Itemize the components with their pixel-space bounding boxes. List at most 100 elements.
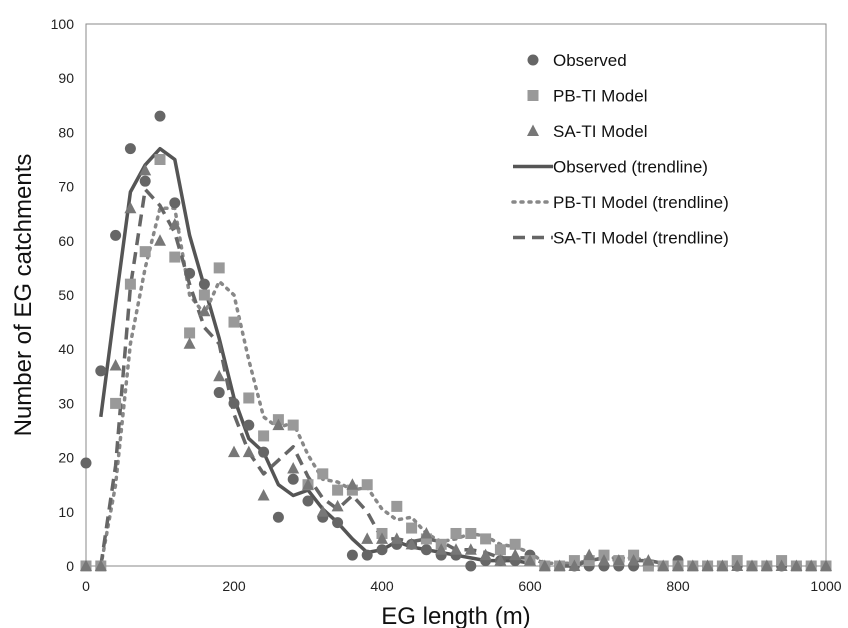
y-tick-label: 70 <box>58 179 74 195</box>
data-point-square <box>110 397 122 409</box>
data-point-triangle <box>361 532 374 544</box>
data-point-circle <box>420 544 432 556</box>
data-point-square <box>494 544 506 556</box>
data-point-triangle <box>509 548 522 561</box>
data-point-square <box>480 533 492 545</box>
y-tick-label: 90 <box>58 70 74 86</box>
data-point-triangle <box>94 559 107 571</box>
legend-label: PB-TI Model <box>553 87 647 106</box>
data-point-triangle <box>464 543 477 555</box>
y-tick-label: 60 <box>58 233 74 249</box>
data-point-triangle <box>701 559 714 571</box>
data-point-square <box>509 538 521 550</box>
data-point-triangle <box>775 559 788 571</box>
data-point-circle <box>287 473 299 485</box>
y-tick-label: 20 <box>58 450 74 466</box>
data-point-circle <box>332 517 344 529</box>
data-point-triangle <box>686 559 699 571</box>
legend-marker-square <box>527 90 539 101</box>
x-tick-label: 1000 <box>810 578 841 594</box>
data-point-triangle <box>287 461 300 474</box>
legend-label: SA-TI Model <box>553 122 647 141</box>
data-point-circle <box>198 278 210 290</box>
y-tick-label: 40 <box>58 341 74 357</box>
legend: Observed PB-TI Model SA-TI Model Observed (… <box>511 51 729 248</box>
data-point-triangle <box>524 554 536 566</box>
data-point-square <box>243 392 255 404</box>
y-axis-title: Number of EG catchments <box>10 154 37 437</box>
legend-label: Observed (trendline) <box>553 158 708 177</box>
data-point-circle <box>376 544 388 556</box>
data-point-triangle <box>213 369 226 382</box>
data-point-square <box>642 560 654 572</box>
data-point-triangle <box>479 548 492 561</box>
x-tick-label: 0 <box>82 578 90 594</box>
data-point-triangle <box>242 445 255 458</box>
data-point-square <box>346 484 358 496</box>
data-point-square <box>420 533 432 545</box>
data-point-circle <box>139 175 151 187</box>
data-point-square <box>228 316 240 328</box>
data-point-triangle <box>124 201 137 214</box>
data-point-square <box>391 500 403 512</box>
data-point-circle <box>80 457 92 469</box>
data-point-circle <box>361 549 373 561</box>
x-tick-label: 600 <box>518 578 542 594</box>
data-point-circle <box>154 110 166 122</box>
data-point-square <box>583 555 595 567</box>
data-point-square <box>287 419 299 431</box>
data-point-triangle <box>716 559 729 571</box>
x-tick-label: 400 <box>370 578 394 594</box>
data-point-triangle <box>568 559 581 571</box>
legend-label: SA-TI Model (trendline) <box>553 229 729 248</box>
data-point-triangle <box>376 532 388 544</box>
y-tick-label: 100 <box>51 16 75 32</box>
data-point-triangle <box>316 505 329 517</box>
data-point-square <box>124 278 136 290</box>
data-point-triangle <box>583 548 596 561</box>
data-point-triangle <box>820 559 832 571</box>
data-point-triangle <box>154 234 166 246</box>
x-axis-title: EG length (m) <box>381 603 530 628</box>
y-tick-label: 50 <box>58 287 74 303</box>
x-tick-label: 200 <box>222 578 246 594</box>
data-point-circle <box>258 446 270 458</box>
data-point-circle <box>184 267 196 279</box>
data-point-triangle <box>553 559 566 571</box>
data-point-triangle <box>183 337 196 349</box>
data-point-circle <box>110 229 122 241</box>
data-point-triangle <box>642 554 655 566</box>
data-point-triangle <box>538 559 551 571</box>
data-point-square <box>213 262 225 274</box>
legend-marker-circle <box>527 54 539 66</box>
data-point-triangle <box>302 478 314 490</box>
data-point-triangle <box>168 218 181 230</box>
data-point-square <box>169 251 181 263</box>
data-point-triangle <box>805 559 818 571</box>
data-point-square <box>139 246 151 258</box>
data-point-triangle <box>672 559 684 571</box>
data-point-circle <box>272 511 284 523</box>
data-point-square <box>450 527 462 539</box>
data-point-triangle <box>450 543 462 555</box>
data-point-triangle <box>494 554 507 566</box>
y-tick-label: 10 <box>58 504 74 520</box>
data-point-circle <box>302 495 314 507</box>
x-tick-label: 800 <box>666 578 690 594</box>
legend-marker-triangle <box>527 124 539 136</box>
legend-label: PB-TI Model (trendline) <box>553 193 729 212</box>
y-tick-label: 30 <box>58 395 74 411</box>
legend-label: Observed <box>553 51 627 70</box>
data-point-square <box>361 479 373 491</box>
data-point-circle <box>465 560 477 572</box>
data-point-triangle <box>198 304 211 317</box>
data-point-circle <box>213 387 225 399</box>
data-point-square <box>406 522 418 534</box>
data-point-triangle <box>139 163 152 176</box>
data-point-triangle <box>420 526 433 539</box>
data-point-triangle <box>612 554 625 566</box>
data-point-triangle <box>405 537 418 550</box>
data-point-triangle <box>598 554 610 566</box>
